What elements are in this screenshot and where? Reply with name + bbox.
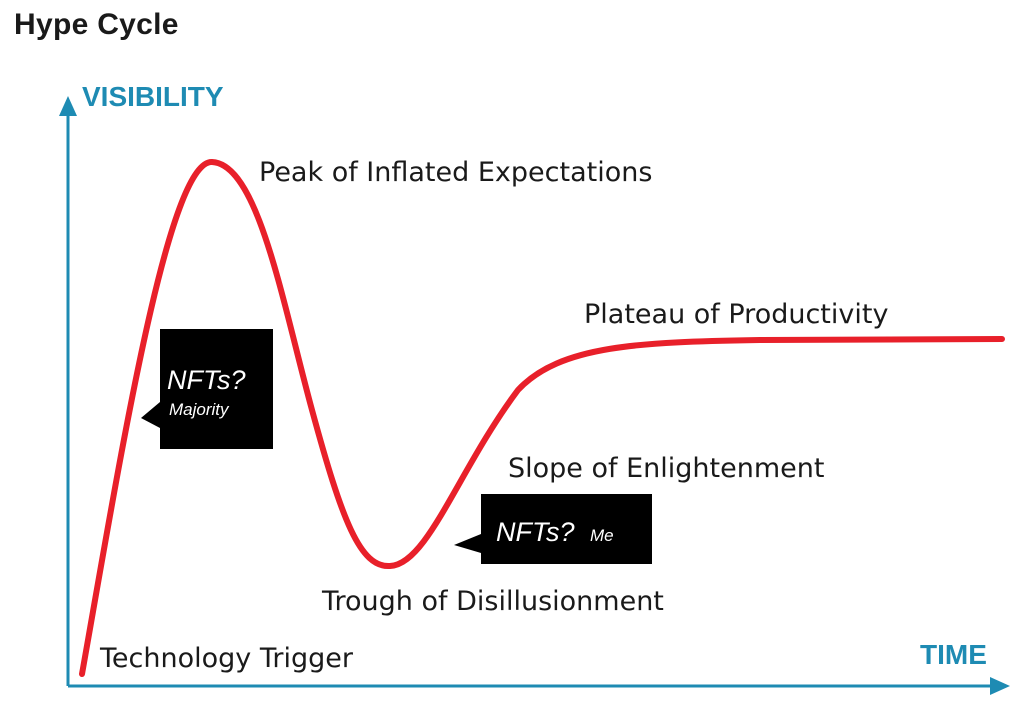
y-axis-label: VISIBILITY [82,81,224,112]
label-peak-of-inflated-expectations: Peak of Inflated Expectations [259,157,652,188]
callout-me-pointer [454,534,481,553]
label-slope-of-enlightenment: Slope of Enlightenment [508,453,824,484]
hype-curve [79,158,1005,677]
axes: VISIBILITY TIME [59,81,1010,695]
diagram-title: Hype Cycle [14,8,179,41]
label-technology-trigger: Technology Trigger [99,643,354,674]
label-plateau-of-productivity: Plateau of Productivity [584,299,888,330]
y-axis-arrowhead [59,96,77,116]
callout-majority-pointer [141,402,160,428]
callout-me-main: NFTs? [496,517,575,547]
callout-majority-sub: Majority [169,400,230,419]
x-axis-label: TIME [920,639,987,670]
callout-me: NFTs? Me [454,494,652,564]
callout-majority-main: NFTs? [167,365,246,395]
x-axis-arrowhead [990,677,1010,695]
callout-majority-box [160,329,273,449]
callout-me-sub: Me [590,526,614,545]
callout-majority: NFTs? Majority [141,329,273,449]
label-trough-of-disillusionment: Trough of Disillusionment [321,586,664,617]
callout-me-box [481,494,652,564]
